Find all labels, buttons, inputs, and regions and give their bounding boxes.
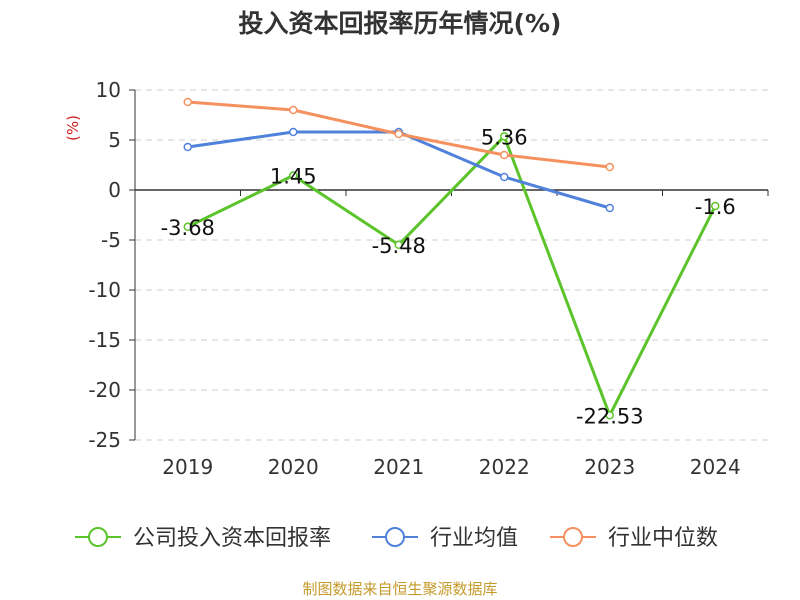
y-axis-label: (%) bbox=[64, 115, 82, 141]
series-points bbox=[183, 97, 720, 420]
data-label: 1.45 bbox=[270, 165, 317, 189]
y-tick-label: -25 bbox=[88, 428, 121, 452]
data-label: -22.53 bbox=[576, 404, 644, 428]
data-point bbox=[500, 132, 509, 141]
y-tick-label: -10 bbox=[88, 278, 121, 302]
data-point bbox=[289, 105, 298, 115]
data-label: -5.48 bbox=[372, 234, 426, 258]
y-tick-label: -5 bbox=[101, 228, 121, 252]
legend-label: 行业均值 bbox=[430, 526, 518, 551]
data-point bbox=[183, 222, 192, 232]
legend-marker bbox=[563, 527, 583, 547]
data-labels: -3.68 1.45 -5.48 5.36 -22.53 -1.6 bbox=[161, 125, 736, 428]
data-point bbox=[711, 201, 720, 211]
x-tick-label: 2019 bbox=[162, 455, 213, 479]
data-point bbox=[183, 97, 192, 107]
data-label: -1.6 bbox=[695, 195, 736, 219]
x-tick-label: 2023 bbox=[584, 455, 635, 479]
legend-marker bbox=[385, 527, 405, 547]
x-tick-label: 2024 bbox=[690, 455, 741, 479]
y-tick-label: -15 bbox=[88, 328, 121, 352]
data-point bbox=[183, 142, 192, 152]
axes: 10 5 0 -5 -10 -15 -20 -25 2019 2020 2021 2022 2023 20… bbox=[64, 78, 769, 479]
legend-label: 行业中位数 bbox=[608, 526, 718, 551]
data-point bbox=[394, 240, 403, 250]
y-tick-label: 5 bbox=[108, 128, 121, 152]
source-footer: 制图数据来自恒生聚源数据库 bbox=[302, 580, 498, 598]
legend-label: 公司投入资本回报率 bbox=[133, 526, 331, 551]
data-label: 5.36 bbox=[481, 125, 528, 149]
legend: 公司投入资本回报率 行业均值 行业中位数 bbox=[75, 526, 718, 551]
data-label: -3.68 bbox=[161, 216, 215, 240]
y-tick-label: 10 bbox=[96, 78, 121, 102]
legend-marker bbox=[88, 527, 108, 547]
x-tick-label: 2020 bbox=[268, 455, 319, 479]
chart-title: 投入资本回报率历年情况(%) bbox=[238, 9, 562, 38]
data-point bbox=[394, 129, 403, 139]
data-point bbox=[500, 172, 509, 182]
data-point bbox=[289, 127, 298, 137]
x-tick-label: 2022 bbox=[479, 455, 530, 479]
data-point bbox=[289, 171, 298, 180]
x-tick-label: 2021 bbox=[373, 455, 424, 479]
series-lines bbox=[187, 100, 717, 417]
data-point bbox=[500, 150, 509, 160]
data-point bbox=[605, 162, 614, 172]
y-tick-label: 0 bbox=[108, 178, 121, 202]
data-point bbox=[605, 203, 614, 213]
y-tick-label: -20 bbox=[88, 378, 121, 402]
data-point bbox=[605, 411, 614, 420]
series-line-0 bbox=[187, 134, 717, 417]
